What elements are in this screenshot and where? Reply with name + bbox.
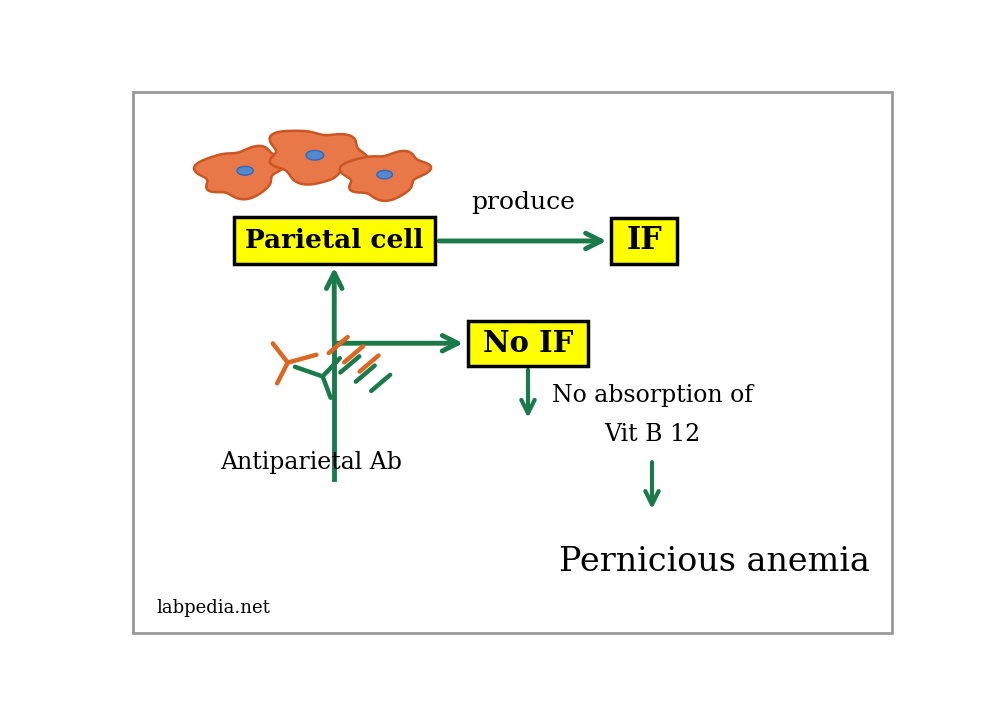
FancyBboxPatch shape xyxy=(234,218,435,264)
Text: Vit B 12: Vit B 12 xyxy=(604,423,700,446)
Polygon shape xyxy=(270,131,368,185)
Text: No absorption of: No absorption of xyxy=(552,384,753,407)
Ellipse shape xyxy=(377,170,392,179)
Text: No IF: No IF xyxy=(483,329,573,358)
Ellipse shape xyxy=(306,151,324,160)
FancyBboxPatch shape xyxy=(468,320,588,366)
Polygon shape xyxy=(340,151,431,201)
Text: produce: produce xyxy=(471,192,575,215)
Text: IF: IF xyxy=(626,225,662,256)
Text: Antiparietal Ab: Antiparietal Ab xyxy=(220,451,402,474)
Text: labpedia.net: labpedia.net xyxy=(156,599,270,617)
Polygon shape xyxy=(194,146,288,200)
FancyBboxPatch shape xyxy=(133,92,892,633)
Text: Parietal cell: Parietal cell xyxy=(245,228,423,253)
Ellipse shape xyxy=(237,167,253,175)
FancyBboxPatch shape xyxy=(611,218,677,264)
Text: Pernicious anemia: Pernicious anemia xyxy=(559,546,869,577)
